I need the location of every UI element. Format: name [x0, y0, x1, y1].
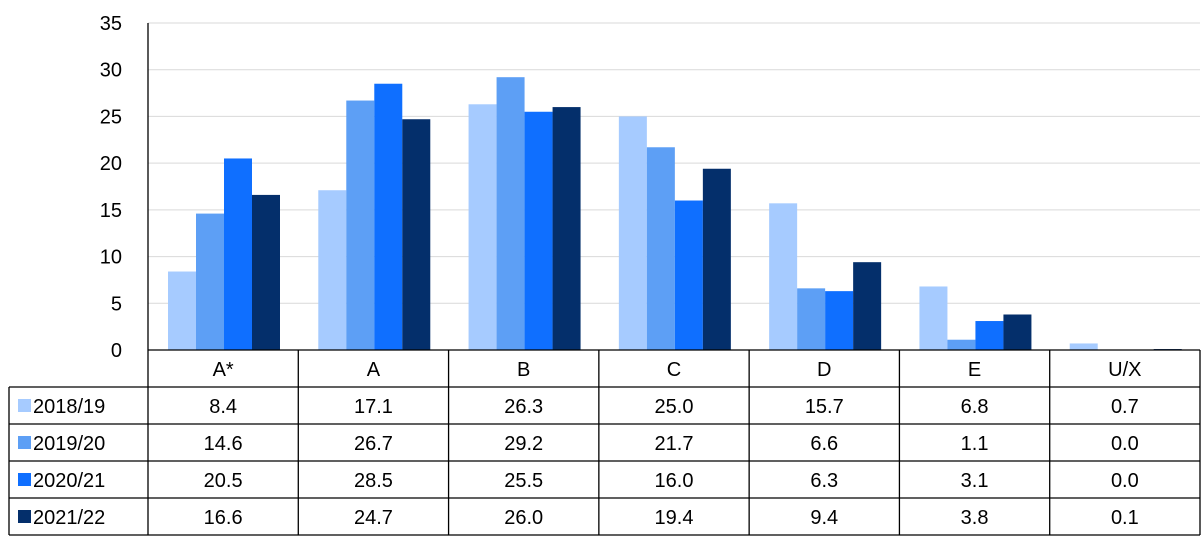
bar: [853, 262, 882, 350]
table-cell-value: 0.0: [1111, 433, 1139, 455]
y-tick-label: 30: [100, 60, 122, 82]
table-cell-value: 0.7: [1111, 396, 1139, 418]
x-category-label: D: [817, 359, 831, 381]
legend-swatch: [18, 399, 31, 412]
x-category-label: U/X: [1108, 359, 1141, 381]
table-cell-value: 8.4: [209, 396, 237, 418]
bar: [674, 200, 703, 350]
bar: [1069, 343, 1098, 350]
table-cell-value: 3.8: [961, 507, 989, 529]
bar: [346, 100, 375, 350]
x-category-label: A*: [213, 359, 234, 381]
bar: [252, 194, 280, 350]
table-cell-value: 25.5: [504, 470, 543, 492]
table-cell-value: 24.7: [354, 507, 393, 529]
bar: [318, 190, 347, 350]
table-cell-value: 29.2: [504, 433, 543, 455]
bar: [168, 271, 196, 350]
table-cell-value: 19.4: [655, 507, 694, 529]
bar: [797, 288, 826, 350]
table-cell-value: 6.6: [810, 433, 838, 455]
x-category-label: E: [968, 359, 981, 381]
bar: [468, 104, 497, 350]
table-cell-value: 16.0: [655, 470, 694, 492]
bar: [552, 107, 581, 350]
bar: [374, 83, 403, 350]
y-tick-label: 25: [100, 106, 122, 128]
table-cell-value: 28.5: [354, 470, 393, 492]
table-cell-value: 20.5: [204, 470, 243, 492]
table-cell-value: 14.6: [204, 433, 243, 455]
x-category-label: B: [517, 359, 530, 381]
axes: [147, 23, 1200, 351]
bar: [224, 158, 252, 350]
legend-label: 2020/21: [33, 470, 105, 492]
legend-swatch: [18, 510, 31, 523]
bar: [196, 213, 224, 350]
table-cell-value: 26.3: [504, 396, 543, 418]
y-tick-label: 35: [100, 13, 122, 35]
bar: [947, 339, 976, 350]
table-cell-value: 9.4: [810, 507, 838, 529]
table-cell-value: 26.0: [504, 507, 543, 529]
y-tick-label: 0: [111, 340, 122, 362]
bar: [618, 116, 647, 350]
legend-swatch: [18, 436, 31, 449]
bar: [524, 111, 553, 350]
table-cell-value: 0.1: [1111, 507, 1139, 529]
x-category-label: C: [667, 359, 681, 381]
table-cell-value: 21.7: [655, 433, 694, 455]
bar: [1003, 314, 1032, 350]
table-cell-value: 26.7: [354, 433, 393, 455]
legend-label: 2019/20: [33, 433, 105, 455]
legend-label: 2021/22: [33, 507, 105, 529]
bar: [702, 168, 731, 350]
legend-swatch: [18, 473, 31, 486]
bar: [919, 286, 948, 350]
table-cell-value: 6.8: [961, 396, 989, 418]
bar: [646, 147, 675, 350]
data-table: A* A B C D E U/X 2018/19 8.4 17.1 26.3 25.0 15.7 6.8 0…: [8, 350, 1201, 536]
bar: [769, 203, 798, 350]
y-axis-tick-labels: 0 5 10 15 20 25 30 35: [100, 13, 122, 362]
table-cell-value: 15.7: [805, 396, 844, 418]
table-cell-value: 16.6: [204, 507, 243, 529]
y-tick-label: 10: [100, 247, 122, 269]
x-category-label: A: [367, 359, 381, 381]
table-cell-value: 3.1: [961, 470, 989, 492]
y-tick-label: 5: [111, 293, 122, 315]
table-cell-value: 17.1: [354, 396, 393, 418]
bar: [402, 119, 431, 350]
table-cell-value: 0.0: [1111, 470, 1139, 492]
y-tick-label: 15: [100, 200, 122, 222]
bars: [168, 77, 1182, 350]
y-tick-label: 20: [100, 153, 122, 175]
bar: [975, 321, 1004, 350]
table-cell-value: 1.1: [961, 433, 989, 455]
legend-label: 2018/19: [33, 396, 105, 418]
bar: [825, 291, 854, 350]
bar: [496, 77, 525, 350]
table-cell-value: 6.3: [810, 470, 838, 492]
table-cell-value: 25.0: [655, 396, 694, 418]
